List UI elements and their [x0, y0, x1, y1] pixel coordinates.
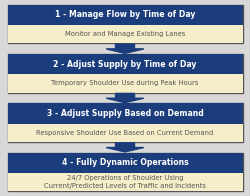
Bar — [8, 5, 242, 25]
Bar — [8, 173, 242, 191]
Bar — [8, 153, 242, 191]
Text: Monitor and Manage Existing Lanes: Monitor and Manage Existing Lanes — [65, 31, 185, 37]
Text: 2 - Adjust Supply by Time of Day: 2 - Adjust Supply by Time of Day — [53, 60, 197, 69]
Bar — [8, 5, 242, 43]
Text: 4 - Fully Dynamic Operations: 4 - Fully Dynamic Operations — [62, 158, 188, 167]
Bar — [8, 123, 242, 142]
Bar — [8, 54, 242, 74]
Bar — [8, 54, 242, 93]
Polygon shape — [106, 93, 144, 103]
Bar — [8, 74, 242, 93]
Text: 24/7 Operations of Shoulder Using
Current/Predicted Levels of Traffic and Incide: 24/7 Operations of Shoulder Using Curren… — [44, 175, 206, 189]
Bar — [8, 103, 242, 142]
Bar — [8, 103, 242, 123]
Bar — [8, 153, 242, 173]
Text: Responsive Shoulder Use Based on Current Demand: Responsive Shoulder Use Based on Current… — [36, 130, 214, 136]
Text: 3 - Adjust Supply Based on Demand: 3 - Adjust Supply Based on Demand — [46, 109, 203, 118]
Polygon shape — [106, 44, 144, 53]
Text: 1 - Manage Flow by Time of Day: 1 - Manage Flow by Time of Day — [55, 10, 195, 19]
Bar — [8, 25, 242, 43]
Polygon shape — [106, 143, 144, 152]
Text: Temporary Shoulder Use during Peak Hours: Temporary Shoulder Use during Peak Hours — [51, 80, 199, 86]
